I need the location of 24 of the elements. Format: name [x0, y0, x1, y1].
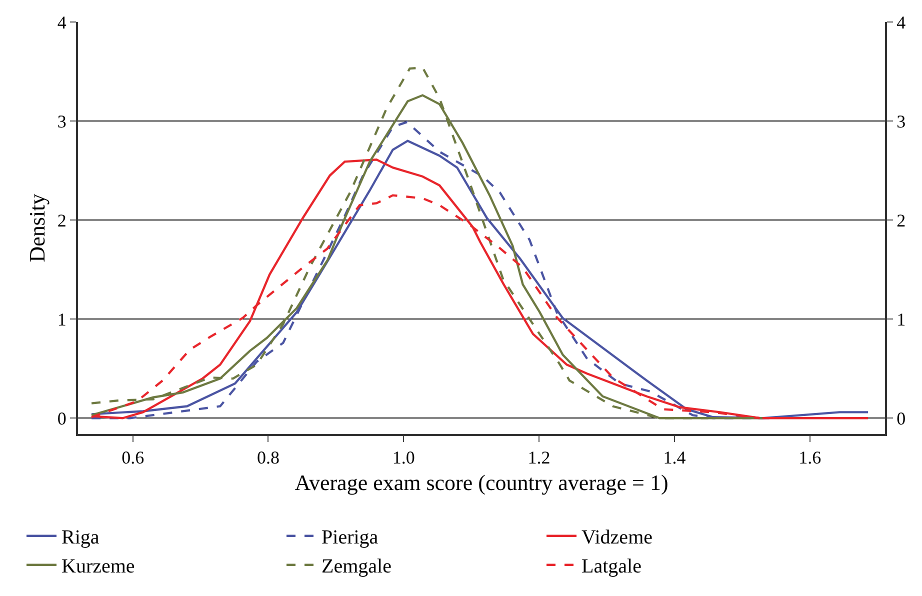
legend-label: Vidzeme [582, 526, 653, 549]
x-tick-label: 1.4 [663, 448, 686, 468]
y-axis-title: Density [24, 194, 50, 262]
x-axis-title: Average exam score (country average = 1) [294, 470, 668, 495]
y-tick-label: 3 [57, 111, 66, 132]
y-tick-label: 1 [57, 309, 66, 330]
legend-label: Pieriga [322, 526, 378, 549]
legend-label: Latgale [582, 556, 642, 578]
y2-tick-label: 1 [896, 309, 906, 330]
legend-label: Riga [62, 526, 100, 549]
y2-tick-label: 2 [896, 210, 906, 230]
y2-tick-label: 0 [896, 408, 906, 428]
y-tick-label: 2 [57, 210, 66, 230]
legend-label: Zemgale [322, 556, 392, 578]
x-tick-label: 1.2 [528, 448, 550, 468]
y-tick-label: 4 [57, 12, 66, 32]
y-tick-label: 0 [57, 408, 66, 428]
x-tick-label: 0.8 [256, 448, 280, 468]
y2-tick-label: 3 [896, 111, 906, 132]
x-tick-label: 1.6 [798, 448, 822, 468]
x-tick-label: 0.6 [122, 448, 144, 468]
legend-label: Kurzeme [62, 556, 135, 578]
x-tick-label: 1.0 [392, 448, 415, 468]
y2-tick-label: 4 [896, 12, 906, 32]
